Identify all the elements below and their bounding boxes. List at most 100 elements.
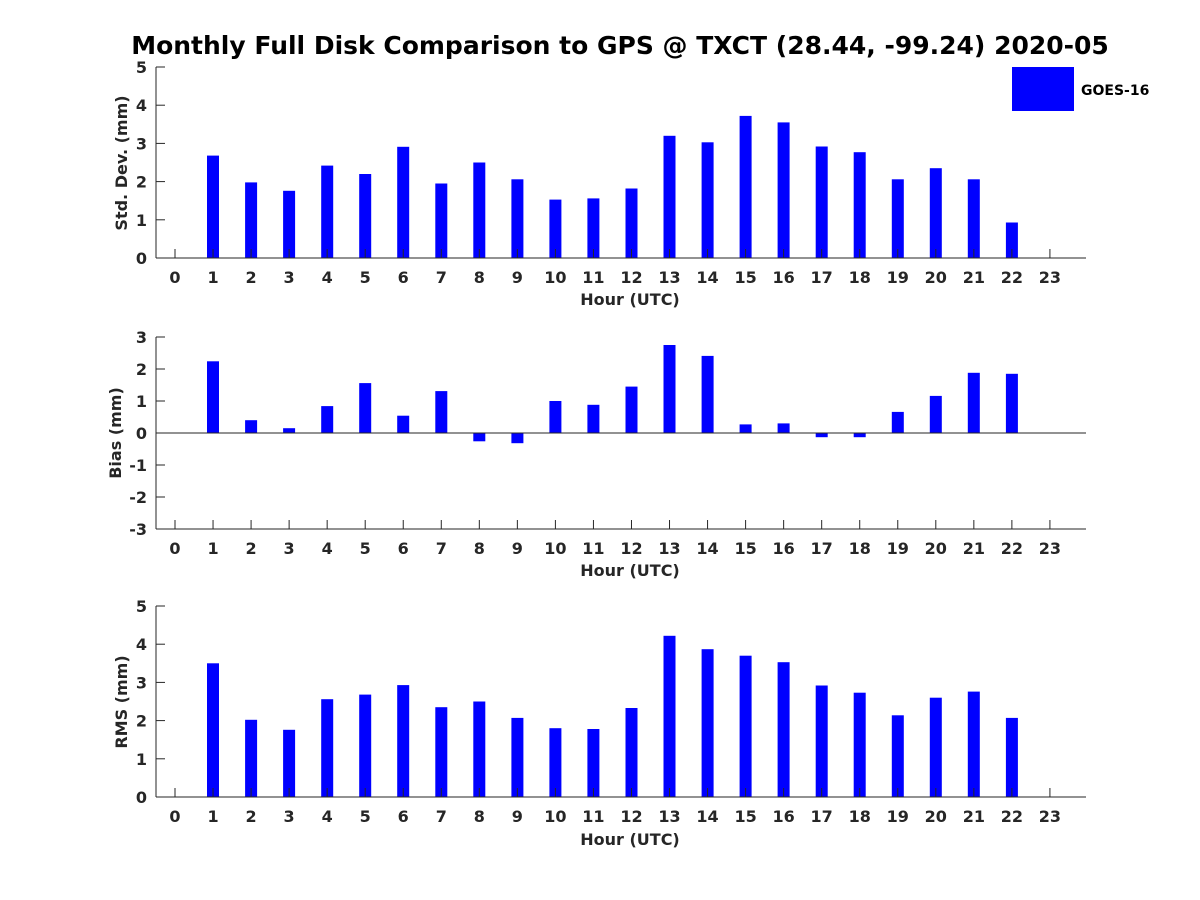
bias-xtick-label: 2 xyxy=(246,539,257,558)
std-dev-xtick-label: 3 xyxy=(284,268,295,287)
bias-bar-hour-16 xyxy=(777,423,790,433)
std-dev-xtick-label: 20 xyxy=(925,268,947,287)
bias-xtick-label: 6 xyxy=(398,539,409,558)
std-dev-xtick-label: 9 xyxy=(512,268,523,287)
bias-bar-hour-1 xyxy=(207,361,219,433)
rms-bar-hour-15 xyxy=(739,655,752,797)
bias-bar-hour-19 xyxy=(891,411,904,433)
rms-xtick-label: 2 xyxy=(246,807,257,826)
bias-xtick-label: 3 xyxy=(284,539,295,558)
bias-xtick-label: 4 xyxy=(322,539,333,558)
rms-bar-hour-10 xyxy=(549,728,562,797)
bias-bar-hour-22 xyxy=(1005,373,1018,433)
std-dev-bar-hour-19 xyxy=(891,179,904,258)
rms-xtick-label: 19 xyxy=(887,807,909,826)
std-dev-bar-hour-21 xyxy=(967,179,980,258)
bias-bar-hour-3 xyxy=(283,428,296,433)
std-dev-xlabel: Hour (UTC) xyxy=(580,290,680,309)
bias-xtick-label: 21 xyxy=(963,539,985,558)
rms-bar-hour-21 xyxy=(967,691,980,797)
rms-xtick-label: 4 xyxy=(322,807,333,826)
std-dev-bar-hour-1 xyxy=(207,155,219,258)
rms-ytick-label: 3 xyxy=(136,673,147,692)
rms-xtick-label: 3 xyxy=(284,807,295,826)
bias-ytick-label: -1 xyxy=(129,456,147,475)
rms-ytick-label: 2 xyxy=(136,712,147,731)
std-dev-bar-hour-7 xyxy=(435,183,448,258)
bias-bar-hour-21 xyxy=(967,372,980,433)
std-dev-bar-hour-5 xyxy=(359,174,372,258)
bias-xtick-label: 8 xyxy=(474,539,485,558)
std-dev-bar-hour-20 xyxy=(929,168,942,258)
bias-bar-hour-11 xyxy=(587,404,600,433)
rms-xtick-label: 5 xyxy=(360,807,371,826)
bias-bar-hour-2 xyxy=(245,420,258,433)
rms-xtick-label: 17 xyxy=(811,807,833,826)
legend-label: GOES-16 xyxy=(1081,83,1149,99)
std-dev-xtick-label: 23 xyxy=(1039,268,1061,287)
bias-bar-hour-18 xyxy=(853,433,866,438)
rms-bar-hour-8 xyxy=(473,701,486,797)
rms-xtick-label: 0 xyxy=(169,807,180,826)
std-dev-bar-hour-2 xyxy=(245,182,258,258)
std-dev-bar-hour-22 xyxy=(1005,222,1018,258)
chart-title: Monthly Full Disk Comparison to GPS @ TX… xyxy=(131,31,1109,60)
std-dev-xtick-label: 18 xyxy=(849,268,871,287)
bias-xtick-label: 13 xyxy=(658,539,680,558)
std-dev-bar-hour-9 xyxy=(511,179,524,258)
bias-xtick-label: 14 xyxy=(696,539,718,558)
bias-ytick-label: 0 xyxy=(136,424,147,443)
std-dev-bar-hour-6 xyxy=(397,146,410,258)
std-dev-xtick-label: 2 xyxy=(246,268,257,287)
std-dev-xtick-label: 22 xyxy=(1001,268,1023,287)
std-dev-xtick-label: 21 xyxy=(963,268,985,287)
bias-xtick-label: 16 xyxy=(773,539,795,558)
std-dev-bar-hour-18 xyxy=(853,152,866,258)
rms-ytick-label: 4 xyxy=(136,635,147,654)
std-dev-ylabel: Std. Dev. (mm) xyxy=(112,95,131,230)
rms-bar-hour-22 xyxy=(1005,717,1018,797)
bias-xtick-label: 7 xyxy=(436,539,447,558)
std-dev-xtick-label: 12 xyxy=(620,268,642,287)
rms-bar-hour-14 xyxy=(701,649,714,797)
rms-xtick-label: 9 xyxy=(512,807,523,826)
rms-xtick-label: 18 xyxy=(849,807,871,826)
std-dev-xtick-label: 17 xyxy=(811,268,833,287)
bias-xtick-label: 23 xyxy=(1039,539,1061,558)
std-dev-ytick-label: 0 xyxy=(136,249,147,268)
rms-xtick-label: 20 xyxy=(925,807,947,826)
bias-ylabel: Bias (mm) xyxy=(106,387,125,479)
std-dev-ytick-label: 1 xyxy=(136,211,147,230)
bias-xtick-label: 17 xyxy=(811,539,833,558)
rms-bar-hour-17 xyxy=(815,685,828,797)
rms-ytick-label: 1 xyxy=(136,750,147,769)
bias-bar-hour-15 xyxy=(739,424,752,433)
bias-xtick-label: 5 xyxy=(360,539,371,558)
std-dev-xtick-label: 7 xyxy=(436,268,447,287)
std-dev-bar-hour-11 xyxy=(587,198,600,258)
std-dev-xtick-label: 1 xyxy=(207,268,218,287)
bias-ytick-label: 2 xyxy=(136,360,147,379)
bias-bar-hour-14 xyxy=(701,355,714,433)
std-dev-xtick-label: 0 xyxy=(169,268,180,287)
rms-bar-hour-18 xyxy=(853,692,866,797)
std-dev-bar-hour-12 xyxy=(625,188,638,258)
rms-xtick-label: 12 xyxy=(620,807,642,826)
std-dev-ytick-label: 2 xyxy=(136,173,147,192)
bias-ytick-label: 3 xyxy=(136,328,147,347)
rms-xtick-label: 23 xyxy=(1039,807,1061,826)
bias-bar-hour-10 xyxy=(549,401,562,433)
std-dev-bar-hour-8 xyxy=(473,162,486,258)
std-dev-xtick-label: 11 xyxy=(582,268,604,287)
std-dev-xtick-label: 4 xyxy=(322,268,333,287)
rms-xtick-label: 6 xyxy=(398,807,409,826)
rms-bar-hour-19 xyxy=(891,715,904,797)
rms-ytick-label: 0 xyxy=(136,788,147,807)
bias-bar-hour-17 xyxy=(815,433,828,438)
rms-bar-hour-11 xyxy=(587,729,600,797)
rms-xtick-label: 7 xyxy=(436,807,447,826)
